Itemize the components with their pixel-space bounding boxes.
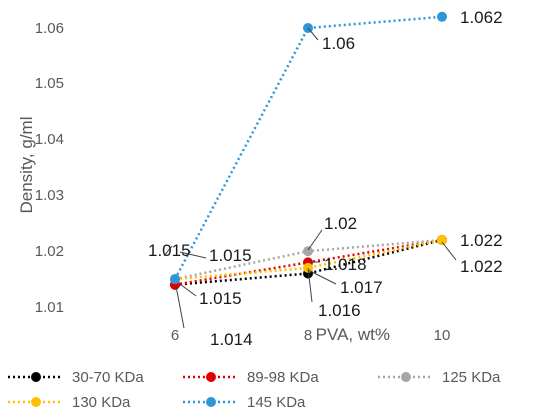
y-axis-title: Density, g/ml (17, 117, 36, 214)
data-labels: 1.06 1.062 1.02 1.018 1.017 1.016 1.015 … (148, 8, 503, 349)
legend-marker (401, 372, 411, 382)
y-axis: 1.01 1.02 1.03 1.04 1.05 1.06 Density, g… (17, 20, 64, 316)
data-point (303, 262, 313, 273)
legend: 30-70 KDa 89-98 KDa 125 KDa 130 KDa 145 KDa (8, 369, 501, 411)
leader-line (307, 229, 323, 251)
y-tick-label: 1.04 (35, 131, 64, 148)
legend-label: 145 KDa (247, 394, 306, 411)
series-line (174, 238, 443, 286)
legend-marker (206, 372, 216, 382)
data-label: 1.015 (209, 246, 252, 265)
data-label: 1.017 (340, 278, 383, 297)
leader-line (179, 283, 197, 297)
legend-label: 30-70 KDa (72, 369, 144, 386)
legend-item: 89-98 KDa (183, 369, 319, 386)
x-axis-title: PVA, wt% (316, 325, 390, 344)
leader-line (307, 269, 337, 285)
legend-marker (206, 397, 216, 407)
data-label: 1.014 (210, 330, 253, 349)
leader-line (179, 251, 207, 259)
x-axis: 6 8 10 PVA, wt% (171, 325, 451, 344)
x-tick-label: 6 (171, 327, 179, 344)
legend-marker (31, 397, 41, 407)
leader-line (441, 241, 457, 261)
y-tick-label: 1.03 (35, 187, 64, 204)
data-label: 1.022 (460, 257, 503, 276)
y-tick-label: 1.02 (35, 243, 64, 260)
series-line (174, 238, 443, 286)
x-tick-label: 8 (304, 327, 312, 344)
legend-label: 125 KDa (442, 369, 501, 386)
data-point (303, 246, 313, 257)
data-point (437, 235, 447, 245)
data-label: 1.062 (460, 8, 503, 27)
legend-item: 30-70 KDa (8, 369, 144, 386)
leader-line (307, 267, 313, 303)
legend-marker (31, 372, 41, 382)
data-label: 1.016 (318, 301, 361, 320)
leader-line (307, 27, 319, 41)
legend-item: 125 KDa (378, 369, 501, 386)
data-point (437, 11, 447, 22)
legend-item: 145 KDa (183, 394, 306, 411)
y-tick-label: 1.05 (35, 75, 64, 92)
legend-item: 130 KDa (8, 394, 131, 411)
y-tick-label: 1.01 (35, 299, 64, 316)
data-label: 1.02 (324, 214, 357, 233)
data-label: 1.06 (322, 34, 355, 53)
legend-label: 130 KDa (72, 394, 131, 411)
legend-label: 89-98 KDa (247, 369, 319, 386)
data-label: 1.015 (199, 289, 242, 308)
data-label: 1.018 (324, 255, 367, 274)
data-label: 1.015 (148, 241, 191, 260)
series-line (173, 15, 443, 280)
y-tick-label: 1.06 (35, 20, 64, 37)
x-tick-label: 10 (434, 327, 451, 344)
leader-line (163, 245, 173, 257)
data-point (170, 274, 180, 285)
leader-line (175, 285, 185, 329)
data-label: 1.022 (460, 231, 503, 250)
